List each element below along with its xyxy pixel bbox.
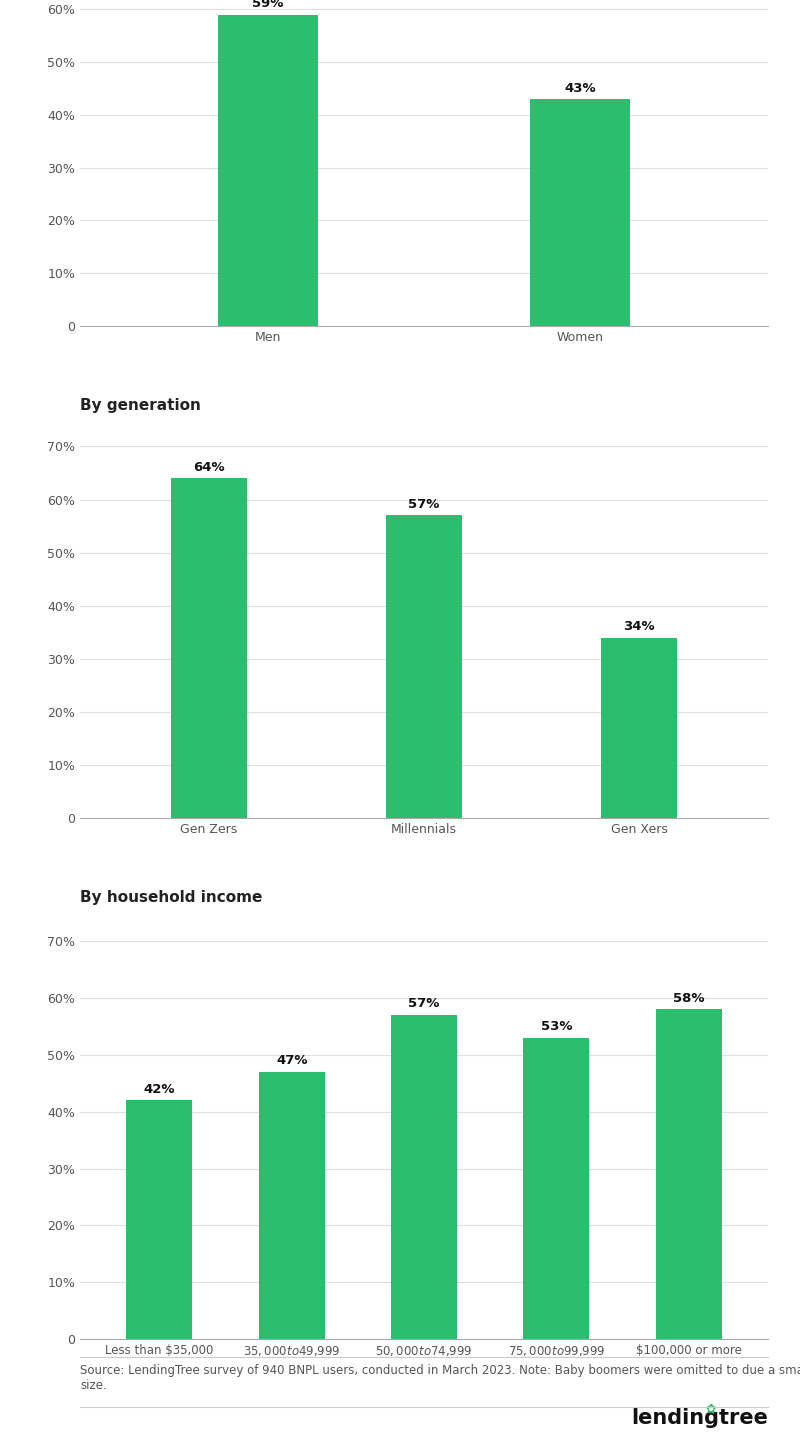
Text: 43%: 43% xyxy=(565,81,596,94)
Bar xyxy=(602,637,677,818)
Text: Source: LendingTree survey of 940 BNPL users, conducted in March 2023. Note: Bab: Source: LendingTree survey of 940 BNPL u… xyxy=(80,1364,800,1392)
Text: 47%: 47% xyxy=(276,1054,307,1067)
Text: By generation: By generation xyxy=(80,398,201,413)
Text: ✿: ✿ xyxy=(705,1403,716,1416)
Bar xyxy=(258,1072,325,1339)
Bar xyxy=(391,1015,457,1339)
Text: 57%: 57% xyxy=(408,998,440,1011)
Text: 34%: 34% xyxy=(623,620,655,633)
Bar xyxy=(126,1100,193,1339)
Bar xyxy=(523,1038,590,1339)
Text: 58%: 58% xyxy=(673,992,704,1005)
Text: 64%: 64% xyxy=(193,460,225,473)
Bar xyxy=(218,14,318,326)
Bar xyxy=(530,98,630,326)
Text: By household income: By household income xyxy=(80,891,262,905)
Bar xyxy=(386,515,462,818)
Text: 53%: 53% xyxy=(541,1019,572,1032)
Text: 42%: 42% xyxy=(144,1083,175,1096)
Text: lendingtree: lendingtree xyxy=(631,1407,768,1428)
Text: 57%: 57% xyxy=(408,498,440,511)
Text: 59%: 59% xyxy=(252,0,283,10)
Bar xyxy=(655,1009,722,1339)
Bar xyxy=(171,478,246,818)
